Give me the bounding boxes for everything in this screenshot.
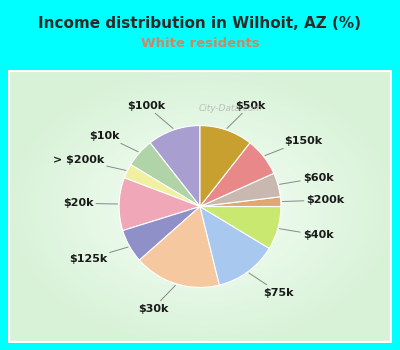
Wedge shape xyxy=(200,173,280,206)
Text: $10k: $10k xyxy=(90,131,138,152)
Wedge shape xyxy=(200,143,274,206)
Text: > $200k: > $200k xyxy=(53,155,126,170)
Wedge shape xyxy=(119,178,200,231)
Text: $150k: $150k xyxy=(265,135,322,156)
Text: $30k: $30k xyxy=(138,285,176,314)
Wedge shape xyxy=(200,126,250,206)
Wedge shape xyxy=(200,206,269,285)
Text: $125k: $125k xyxy=(69,247,128,264)
Text: City-Data.com: City-Data.com xyxy=(199,104,263,113)
Wedge shape xyxy=(150,126,200,206)
Text: $20k: $20k xyxy=(63,198,118,208)
Text: $200k: $200k xyxy=(282,195,345,205)
Text: Income distribution in Wilhoit, AZ (%): Income distribution in Wilhoit, AZ (%) xyxy=(38,16,362,31)
Wedge shape xyxy=(124,164,200,206)
Text: $50k: $50k xyxy=(227,100,265,128)
Wedge shape xyxy=(131,143,200,206)
Text: White residents: White residents xyxy=(141,37,259,50)
Text: $60k: $60k xyxy=(280,173,334,184)
Text: $40k: $40k xyxy=(280,229,334,240)
Wedge shape xyxy=(200,197,281,206)
Wedge shape xyxy=(123,206,200,260)
Wedge shape xyxy=(140,206,219,287)
Text: $75k: $75k xyxy=(249,273,294,298)
Wedge shape xyxy=(200,206,281,248)
Text: $100k: $100k xyxy=(127,100,173,128)
